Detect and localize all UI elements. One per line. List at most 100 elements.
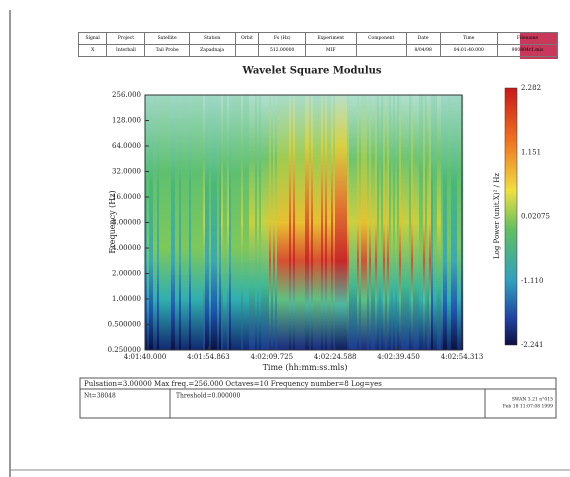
header-cell: Zapadnaja xyxy=(189,45,235,57)
y-tick-label: 2.00000 xyxy=(112,270,141,278)
header-cell: Component xyxy=(356,33,406,45)
footer-params: Pulsation=3.00000 Max freq.=256.000 Octa… xyxy=(84,380,382,388)
spectrogram-column xyxy=(415,95,417,350)
spectrogram-column xyxy=(457,95,459,350)
spectrogram-column xyxy=(373,95,375,350)
spectrogram-column xyxy=(317,95,319,350)
spectrogram-column xyxy=(417,95,419,350)
spectrogram-column xyxy=(375,95,377,350)
colorbar-tick-label: 2.282 xyxy=(521,84,541,92)
spectrogram-column xyxy=(235,95,237,350)
spectrogram-column xyxy=(395,95,397,350)
spectrogram-column xyxy=(435,95,437,350)
header-cell: Interball xyxy=(107,45,145,57)
spectrogram-column xyxy=(453,95,455,350)
spectrogram-column xyxy=(355,95,357,350)
spectrogram-column xyxy=(155,95,157,350)
spectrogram-column xyxy=(273,95,275,350)
spectrogram-column xyxy=(451,95,453,350)
spectrogram-column xyxy=(159,95,161,350)
spectrogram-column xyxy=(329,95,331,350)
spectrogram-column xyxy=(439,95,441,350)
spectrogram-column xyxy=(173,95,175,350)
spectrogram-column xyxy=(181,95,183,350)
spectrogram-column xyxy=(277,95,279,350)
footer-timestamp: Feb 18 11:07:08 1999 xyxy=(503,404,553,410)
spectrogram-column xyxy=(183,95,185,350)
spectrogram-column xyxy=(283,95,285,350)
spectrogram-column xyxy=(175,95,177,350)
spectrogram-column xyxy=(271,95,273,350)
y-tick-label: 4.00000 xyxy=(112,244,141,252)
header-cell xyxy=(356,45,406,57)
spectrogram-column xyxy=(361,95,363,350)
spectrogram-column xyxy=(303,95,305,350)
x-axis-label: Time (hh:mm:ss.mls) xyxy=(263,363,348,372)
spectrogram-column xyxy=(243,95,245,350)
header-cell: Signal xyxy=(79,33,107,45)
spectrogram-column xyxy=(347,95,349,350)
x-tick-label: 4:02:09.725 xyxy=(251,353,294,361)
spectrogram-column xyxy=(293,95,295,350)
spectrogram-column xyxy=(163,95,165,350)
spectrogram-column xyxy=(211,95,213,350)
header-cell: Orbit xyxy=(235,33,259,45)
spectrogram-column xyxy=(287,95,289,350)
spectrogram-column xyxy=(331,95,333,350)
header-cell: Fs (Hz) xyxy=(259,33,306,45)
spectrogram-column xyxy=(229,95,231,350)
spectrogram-column xyxy=(237,95,239,350)
spectrogram-column xyxy=(215,95,217,350)
spectrogram-column xyxy=(251,95,253,350)
spectrogram xyxy=(145,95,463,350)
spectrogram-column xyxy=(165,95,167,350)
spectrogram-column xyxy=(363,95,365,350)
spectrogram-column xyxy=(199,95,201,350)
spectrogram-column xyxy=(349,95,351,350)
spectrogram-column xyxy=(401,95,403,350)
spectrogram-column xyxy=(279,95,281,350)
spectrogram-column xyxy=(459,95,461,350)
x-tick-label: 4:02:39.450 xyxy=(377,353,420,361)
spectrogram-column xyxy=(187,95,189,350)
spectrogram-column xyxy=(265,95,267,350)
spectrogram-column xyxy=(421,95,423,350)
spectrogram-column xyxy=(227,95,229,350)
spectrogram-column xyxy=(377,95,379,350)
spectrogram-column xyxy=(191,95,193,350)
spectrogram-column xyxy=(313,95,315,350)
x-tick-label: 4:02:24.588 xyxy=(314,353,357,361)
title: Wavelet Square Modulus xyxy=(241,66,381,77)
spectrogram-column xyxy=(253,95,255,350)
spectrogram-column xyxy=(311,95,313,350)
colorbar-tick-label: -2.241 xyxy=(521,341,543,349)
spectrogram-column xyxy=(219,95,221,350)
header-cell: Time xyxy=(440,33,497,45)
spectrogram-column xyxy=(177,95,179,350)
y-tick-label: 16.0000 xyxy=(112,193,141,201)
y-tick-label: 8.00000 xyxy=(112,219,141,227)
y-tick-label: 128.000 xyxy=(112,117,141,125)
colorbar-label: Log Power (unit.X)² / Hz xyxy=(493,173,501,259)
header-cell: Satellite xyxy=(145,33,189,45)
spectrogram-column xyxy=(249,95,251,350)
spectrogram-column xyxy=(429,95,431,350)
spectrogram-column xyxy=(263,95,265,350)
spectrogram-column xyxy=(365,95,367,350)
spectrogram-column xyxy=(153,95,155,350)
spectrogram-column xyxy=(221,95,223,350)
header-cell xyxy=(235,45,259,57)
spectrogram-column xyxy=(315,95,317,350)
spectrogram-column xyxy=(397,95,399,350)
spectrogram-column xyxy=(427,95,429,350)
spectrogram-column xyxy=(209,95,211,350)
footer-threshold: Threshold=0.000000 xyxy=(176,393,240,400)
spectrogram-column xyxy=(291,95,293,350)
spectrogram-column xyxy=(197,95,199,350)
header-cell: X xyxy=(79,45,107,57)
spectrogram-column xyxy=(201,95,203,350)
spectrogram-column xyxy=(393,95,395,350)
spectrogram-column xyxy=(255,95,257,350)
spectrogram-column xyxy=(443,95,445,350)
spectrogram-column xyxy=(327,95,329,350)
